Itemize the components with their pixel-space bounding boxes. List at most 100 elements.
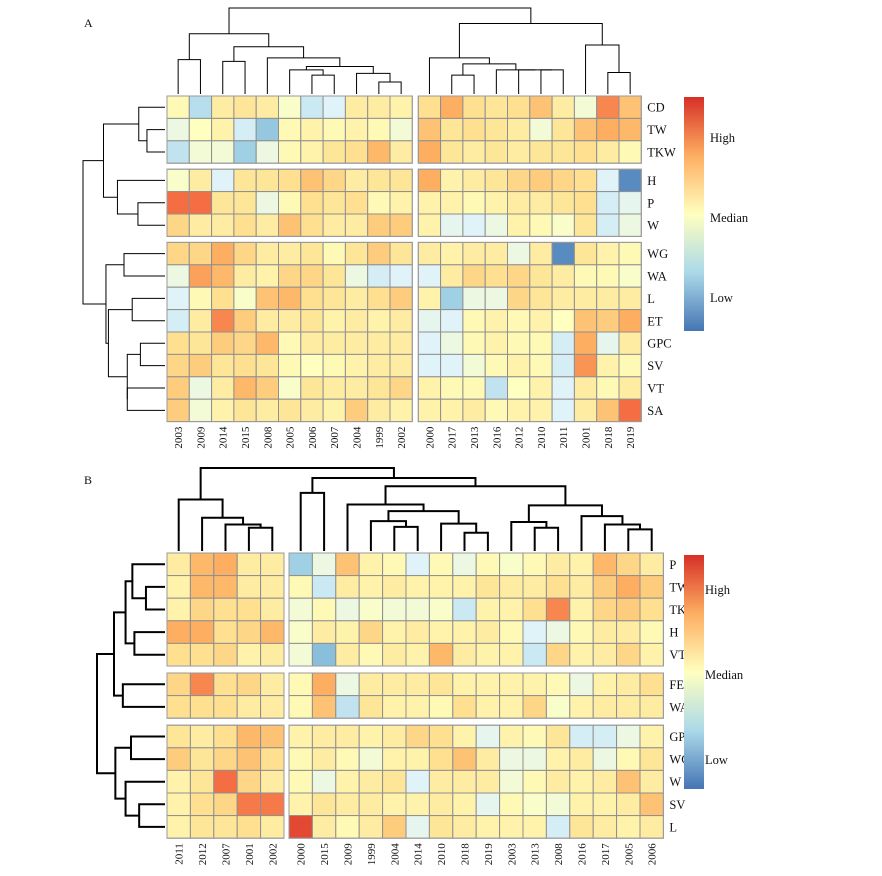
cell-cd-2007: [322, 95, 346, 119]
cell-tw-2001: [236, 575, 262, 599]
cell-w-2009: [335, 769, 360, 794]
col-label-2006: 2006: [647, 843, 659, 866]
cell-l-2014: [211, 286, 235, 311]
cell-vt-2013: [522, 642, 547, 667]
cell-sv-2014: [211, 353, 235, 378]
cell-w-2018: [596, 213, 620, 237]
row-dendrogram-branch: [130, 735, 165, 761]
cell-wg-2017: [440, 241, 464, 266]
cell-sa-2017: [440, 398, 464, 423]
cell-l-2016: [569, 815, 594, 839]
cell-wg-2019: [618, 241, 642, 266]
cell-et-2008: [255, 309, 280, 333]
col-label-2017: 2017: [600, 843, 612, 866]
cell-p-1999: [367, 191, 391, 215]
cell-gpc-2003: [499, 724, 524, 749]
cell-wa-2017: [592, 695, 618, 719]
cell-sa-2002: [389, 398, 413, 423]
cell-wa-2019: [618, 264, 642, 288]
cell-h-2008: [545, 620, 571, 644]
cell-w-1999: [367, 213, 391, 237]
cell-vt-2001: [236, 642, 262, 667]
cell-tkw-2002: [389, 140, 413, 164]
row-label-sv: SV: [669, 798, 685, 812]
cell-h-2012: [189, 620, 215, 644]
col-label-2015: 2015: [240, 426, 252, 449]
cell-tw-2015: [311, 575, 337, 599]
cell-w-2006: [300, 213, 324, 237]
column-dendrogram-branch: [393, 525, 419, 551]
cell-wa-2008: [545, 695, 571, 719]
cell-l-2010: [529, 286, 553, 311]
cell-l-2001: [573, 286, 598, 311]
cell-et-2010: [529, 309, 553, 333]
cell-w-2016: [569, 769, 594, 794]
cell-cd-2015: [233, 95, 257, 119]
row-dendrogram-branch: [103, 123, 139, 198]
cell-p-2009: [335, 552, 360, 577]
col-label-2018: 2018: [460, 843, 472, 866]
cell-wg-2001: [236, 747, 262, 771]
cell-wa-2001: [573, 264, 598, 288]
heatmap-block: [166, 672, 285, 719]
cell-l-2006: [639, 815, 664, 839]
row-label-cd: CD: [647, 101, 664, 115]
heatmap-block: [166, 168, 413, 237]
cell-tw-2016: [569, 575, 594, 599]
cell-wa-2009: [188, 264, 213, 288]
cell-et-2018: [596, 309, 620, 333]
cell-tw-2012: [507, 117, 531, 142]
row-dendrogram-branch: [131, 563, 165, 600]
cell-h-2018: [452, 620, 477, 644]
cell-et-2014: [211, 309, 235, 333]
cell-wg-2013: [462, 241, 486, 266]
cell-l-2005: [278, 286, 302, 311]
cell-sv-2019: [475, 792, 501, 817]
cell-et-1999: [367, 309, 391, 333]
cell-l-2015: [233, 286, 257, 311]
cell-sv-2015: [233, 353, 257, 378]
cell-tkw-2007: [213, 597, 238, 622]
cell-vt-2007: [213, 642, 238, 667]
cell-et-2001: [573, 309, 598, 333]
cell-fer-2009: [335, 672, 360, 697]
cell-sa-2006: [300, 398, 324, 423]
cell-l-2010: [428, 815, 454, 839]
cell-et-2003: [166, 309, 190, 333]
cell-p-2010: [428, 552, 454, 577]
cell-sv-1999: [358, 792, 384, 817]
cell-fer-2004: [382, 672, 407, 697]
cell-vt-2018: [596, 376, 620, 400]
column-dendrogram-branch: [247, 526, 274, 551]
cell-h-2013: [522, 620, 547, 644]
cell-gpc-2007: [322, 331, 346, 355]
cell-sv-2005: [278, 353, 302, 378]
cell-p-2011: [551, 191, 575, 215]
cell-tw-2011: [166, 575, 191, 599]
cell-p-2004: [382, 552, 407, 577]
cell-wg-2015: [233, 241, 257, 266]
cell-w-2018: [452, 769, 477, 794]
row-label-wa: WA: [647, 270, 666, 284]
cell-vt-2004: [344, 376, 369, 400]
cell-wa-2018: [596, 264, 620, 288]
cell-tkw-2011: [166, 597, 191, 622]
cell-tkw-2013: [462, 140, 486, 164]
row-label-p: P: [669, 558, 676, 572]
cell-vt-2014: [405, 642, 430, 667]
cell-cd-2002: [389, 95, 413, 119]
cell-p-2006: [639, 552, 664, 577]
cell-tkw-2014: [211, 140, 235, 164]
cell-wa-2000: [288, 695, 313, 719]
row-label-h: H: [647, 174, 656, 188]
cell-gpc-2001: [573, 331, 598, 355]
column-dendrogram-branch: [510, 520, 548, 551]
row-dendrogram-branch: [82, 160, 106, 305]
cell-gpc-2017: [592, 724, 618, 749]
cell-l-2007: [213, 815, 238, 839]
cell-wg-2008: [255, 241, 280, 266]
cell-sv-2000: [417, 353, 442, 378]
cell-vt-1999: [367, 376, 391, 400]
cell-tw-2008: [545, 575, 571, 599]
cell-tw-2003: [499, 575, 524, 599]
